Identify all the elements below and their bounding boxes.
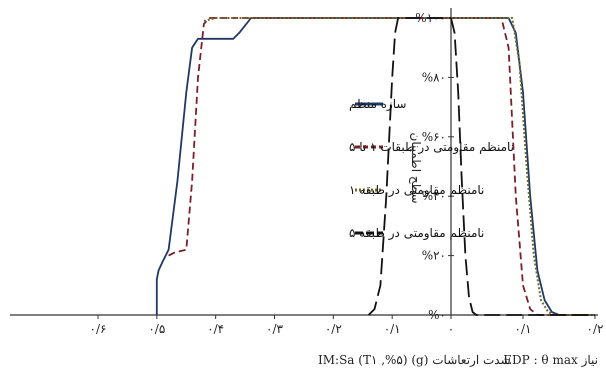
right-x-axis-title: EDP : θ max نیاز <box>503 353 598 367</box>
x-tick-label: ۰/۶ <box>90 322 107 336</box>
series-layer <box>155 17 595 316</box>
x-tick-label: ۰/۱ <box>384 322 401 336</box>
y-tick-label: %۴۰ <box>422 189 446 203</box>
legend-label-2: نامنظم مقاومتی در طبقات ۱ تا ۵ <box>349 140 514 155</box>
right-series-2 <box>451 17 595 316</box>
left-series-4 <box>367 17 451 316</box>
left-series-2 <box>168 17 451 257</box>
x-tick-label: ۰/۱ <box>515 322 532 336</box>
y-tick-label: %۲۰ <box>422 249 446 263</box>
y-tick-label: %۶۰ <box>422 130 446 144</box>
x-tick-label: ۰/۲ <box>587 322 604 336</box>
left-series-1 <box>155 17 451 315</box>
left-x-axis-title: IM:Sa (T۱ ,%۵) (g) شدت ارتعاشات <box>318 353 511 367</box>
left-series-3 <box>203 17 451 22</box>
y-tick-label: %۰ <box>428 308 446 322</box>
x-tick-label: ۰/۵ <box>148 322 165 336</box>
y-tick-label: %۸۰ <box>422 70 446 84</box>
legend-label-4: نامنظم مقاومتی در طبقه ۵ <box>349 226 484 241</box>
legend-label-1: سازه منظم <box>349 97 407 112</box>
legend: سازه منظم نامنظم مقاومتی در طبقات ۱ تا ۵ ن… <box>349 97 514 241</box>
x-tick-label: ۰/۲ <box>325 322 342 336</box>
x-tick-label: ۰/۳ <box>266 322 283 336</box>
right-series-4 <box>450 17 595 316</box>
legend-label-3: نامنظم مقاومتی در طبقه ۱ <box>349 183 484 198</box>
x-tick-label: ۰/۴ <box>207 322 224 336</box>
x-tick-label: ۰ <box>448 322 454 336</box>
y-axis-title: سطح اطمینان <box>409 133 423 204</box>
right-series-1 <box>451 17 595 316</box>
right-series-3 <box>451 17 595 316</box>
